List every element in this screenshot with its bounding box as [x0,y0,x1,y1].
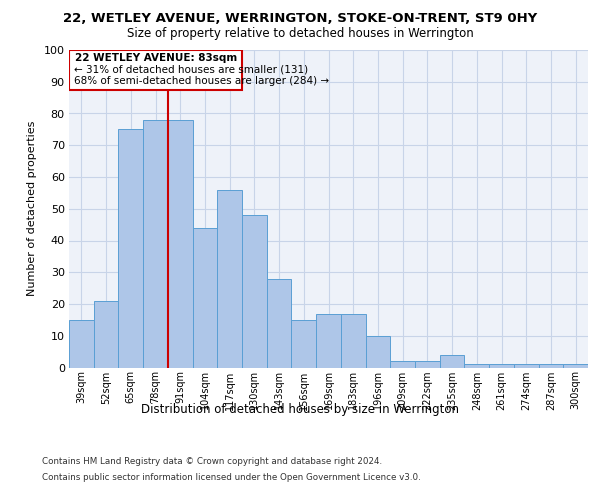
Bar [514,364,539,368]
Bar [415,361,440,368]
Text: ← 31% of detached houses are smaller (131): ← 31% of detached houses are smaller (13… [74,64,308,74]
Text: Size of property relative to detached houses in Werrington: Size of property relative to detached ho… [127,28,473,40]
Bar [242,215,267,368]
FancyBboxPatch shape [70,50,242,90]
Bar [365,336,390,368]
Bar [168,120,193,368]
Bar [292,320,316,368]
Text: 22, WETLEY AVENUE, WERRINGTON, STOKE-ON-TRENT, ST9 0HY: 22, WETLEY AVENUE, WERRINGTON, STOKE-ON-… [63,12,537,26]
Bar [539,364,563,368]
Bar [118,130,143,368]
Bar [390,361,415,368]
Text: 68% of semi-detached houses are larger (284) →: 68% of semi-detached houses are larger (… [74,76,329,86]
Bar [94,301,118,368]
Text: Contains public sector information licensed under the Open Government Licence v3: Contains public sector information licen… [42,472,421,482]
Bar [489,364,514,368]
Bar [464,364,489,368]
Bar [143,120,168,368]
Bar [440,355,464,368]
Bar [341,314,365,368]
Y-axis label: Number of detached properties: Number of detached properties [27,121,37,296]
Bar [267,278,292,368]
Text: Distribution of detached houses by size in Werrington: Distribution of detached houses by size … [141,402,459,415]
Bar [217,190,242,368]
Bar [316,314,341,368]
Text: 22 WETLEY AVENUE: 83sqm: 22 WETLEY AVENUE: 83sqm [74,53,237,63]
Text: Contains HM Land Registry data © Crown copyright and database right 2024.: Contains HM Land Registry data © Crown c… [42,458,382,466]
Bar [563,364,588,368]
Bar [193,228,217,368]
Bar [69,320,94,368]
